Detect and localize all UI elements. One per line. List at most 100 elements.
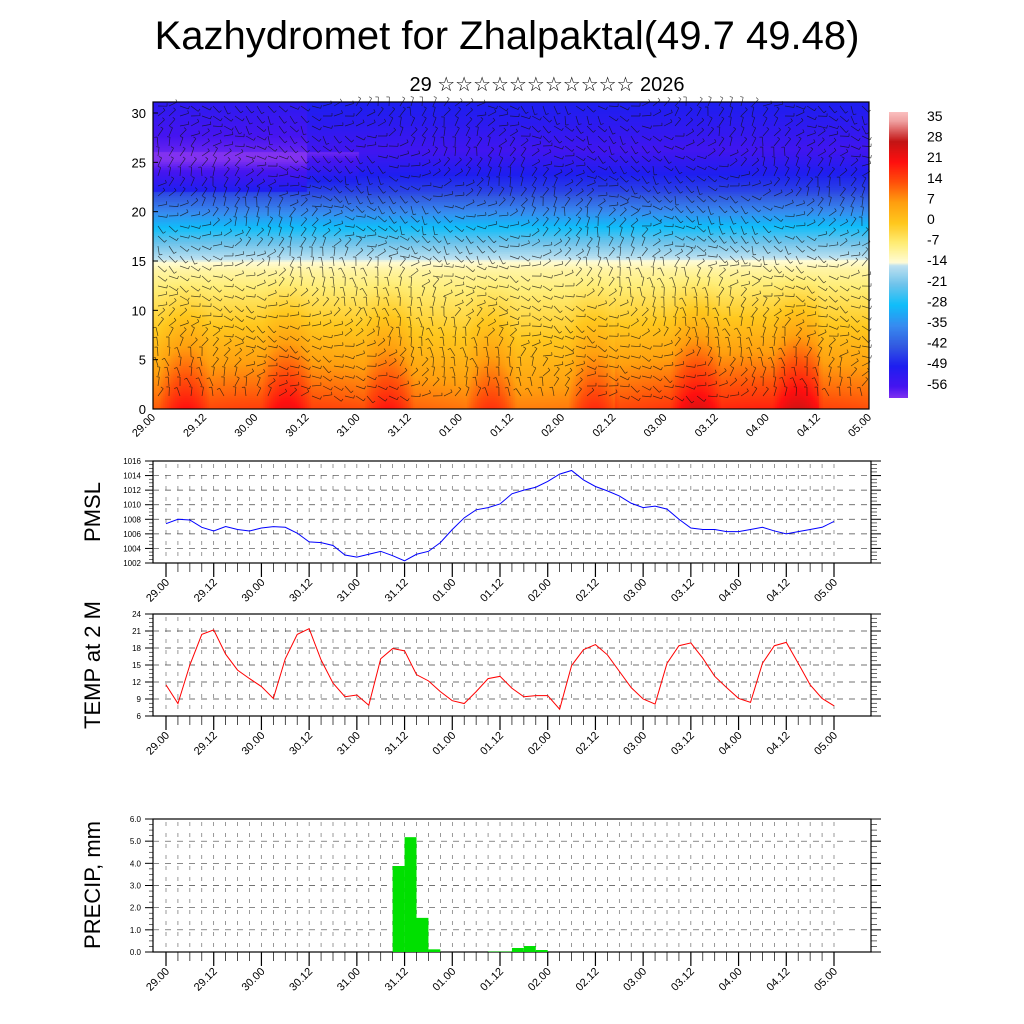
y-tick-label: 9 <box>137 695 142 704</box>
y-tick-label: 6.0 <box>130 815 142 824</box>
x-tick-label: 30.12 <box>287 577 315 605</box>
x-tick-label: 03.00 <box>621 966 649 994</box>
colorbar-label: -42 <box>927 335 947 351</box>
precip-bar <box>523 946 536 952</box>
y-tick-label: 1004 <box>123 544 141 553</box>
y-tick-label: 24 <box>132 610 141 619</box>
x-tick-label: 03.12 <box>669 966 697 994</box>
cross-section-frame <box>152 101 870 410</box>
colorbar-label: -35 <box>927 314 947 330</box>
precip-bar <box>511 948 524 952</box>
colorbar-label: -21 <box>927 273 947 289</box>
colorbar-label: 0 <box>927 211 935 227</box>
x-tick-label: 30.00 <box>240 577 268 605</box>
x-tick-label: 01.00 <box>430 577 458 605</box>
colorbar-label: 14 <box>927 170 943 186</box>
x-tick-label: 01.00 <box>430 730 458 758</box>
x-tick-label: 01.12 <box>478 577 506 605</box>
x-tick-label: 31.12 <box>383 577 411 605</box>
x-tick-label: 31.00 <box>335 966 363 994</box>
temp-line <box>165 628 835 711</box>
y-tick-label: 1006 <box>123 530 141 539</box>
precip-bar <box>392 865 405 952</box>
x-tick-label: 02.00 <box>526 966 554 994</box>
x-tick-label: 04.12 <box>764 730 792 758</box>
x-tick-label: 30.12 <box>284 412 312 440</box>
x-tick-label: 30.12 <box>287 730 315 758</box>
colorbar-label: -49 <box>927 355 947 371</box>
colorbar <box>889 112 908 398</box>
x-tick-label: 05.00 <box>812 966 840 994</box>
colorbar-label: 28 <box>927 129 943 145</box>
x-tick-label: 02.00 <box>526 577 554 605</box>
y-tick-label: 10 <box>132 303 146 318</box>
y-tick-label: 3.0 <box>130 882 142 891</box>
x-tick-label: 29.00 <box>130 412 158 440</box>
y-tick-label: 1016 <box>123 457 141 466</box>
x-tick-label: 05.00 <box>846 412 874 440</box>
x-tick-label: 03.00 <box>642 412 670 440</box>
colorbar-label: -28 <box>927 293 947 309</box>
colorbar-label: 7 <box>927 190 935 206</box>
temp-panel: 6 9 12 15 18 21 24 29.00 29.12 30.00 30.12 31.00 31.… <box>80 601 881 758</box>
y-tick-label: 6 <box>137 712 142 721</box>
y-tick-label: 15 <box>132 254 146 269</box>
chart-title: Kazhydromet for Zhalpaktal(49.7 49.48) <box>154 14 860 58</box>
y-tick-label: 30 <box>132 106 146 121</box>
x-tick-label: 01.00 <box>437 412 465 440</box>
temperature-cross-section-field <box>153 102 869 409</box>
temp-axis-label: TEMP at 2 M <box>80 601 105 729</box>
y-tick-label: 0.0 <box>130 948 142 957</box>
y-tick-label: 25 <box>132 155 146 170</box>
x-tick-label: 30.12 <box>287 966 315 994</box>
x-tick-label: 03.00 <box>621 577 649 605</box>
y-tick-label: 1012 <box>123 486 141 495</box>
x-tick-label: 02.00 <box>539 412 567 440</box>
x-tick-label: 03.12 <box>693 412 721 440</box>
x-tick-label: 03.12 <box>669 730 697 758</box>
x-tick-label: 04.00 <box>717 966 745 994</box>
x-tick-label: 29.00 <box>144 577 172 605</box>
x-tick-label: 04.12 <box>764 966 792 994</box>
x-tick-label: 29.00 <box>144 730 172 758</box>
x-tick-label: 02.00 <box>526 730 554 758</box>
x-tick-label: 04.12 <box>764 577 792 605</box>
pmsl-axis-label: PMSL <box>80 482 105 542</box>
x-tick-label: 02.12 <box>590 412 618 440</box>
x-tick-label: 31.12 <box>383 966 411 994</box>
y-tick-label: 1002 <box>123 559 141 568</box>
x-tick-label: 31.00 <box>335 577 363 605</box>
x-tick-label: 02.12 <box>574 730 602 758</box>
x-tick-label: 03.12 <box>669 577 697 605</box>
y-tick-label: 5 <box>139 353 146 368</box>
x-tick-label: 04.00 <box>717 577 745 605</box>
x-tick-label: 31.00 <box>335 412 363 440</box>
x-tick-label: 03.00 <box>621 730 649 758</box>
y-tick-label: 21 <box>132 627 141 636</box>
x-tick-label: 31.12 <box>386 412 414 440</box>
x-tick-label: 29.12 <box>192 966 220 994</box>
colorbar-label: 35 <box>927 108 943 124</box>
y-tick-label: 1014 <box>123 472 141 481</box>
precip-panel: 0.0 1.0 2.0 3.0 4.0 5.0 6.0 29.00 29.12 30.00 30.1… <box>80 815 881 994</box>
x-tick-label: 01.12 <box>478 966 506 994</box>
y-tick-label: 0 <box>139 402 146 417</box>
x-tick-label: 04.00 <box>744 412 772 440</box>
x-tick-label: 01.00 <box>430 966 458 994</box>
x-tick-label: 04.00 <box>717 730 745 758</box>
x-tick-label: 29.00 <box>144 966 172 994</box>
precip-bar <box>428 949 441 952</box>
x-tick-label: 01.12 <box>488 412 516 440</box>
x-tick-label: 05.00 <box>812 577 840 605</box>
precip-bar <box>416 917 429 952</box>
colorbar-label: -56 <box>927 376 947 392</box>
y-tick-label: 4.0 <box>130 859 142 868</box>
x-tick-label: 30.00 <box>232 412 260 440</box>
chart-subtitle: 29 ☆☆☆☆☆☆☆☆☆☆☆ 2026 <box>409 74 685 96</box>
x-tick-label: 02.12 <box>574 577 602 605</box>
x-tick-label: 05.00 <box>812 730 840 758</box>
colorbar-label: -14 <box>927 252 947 268</box>
y-tick-label: 1.0 <box>130 926 142 935</box>
y-tick-label: 20 <box>132 205 146 220</box>
x-tick-label: 04.12 <box>795 412 823 440</box>
